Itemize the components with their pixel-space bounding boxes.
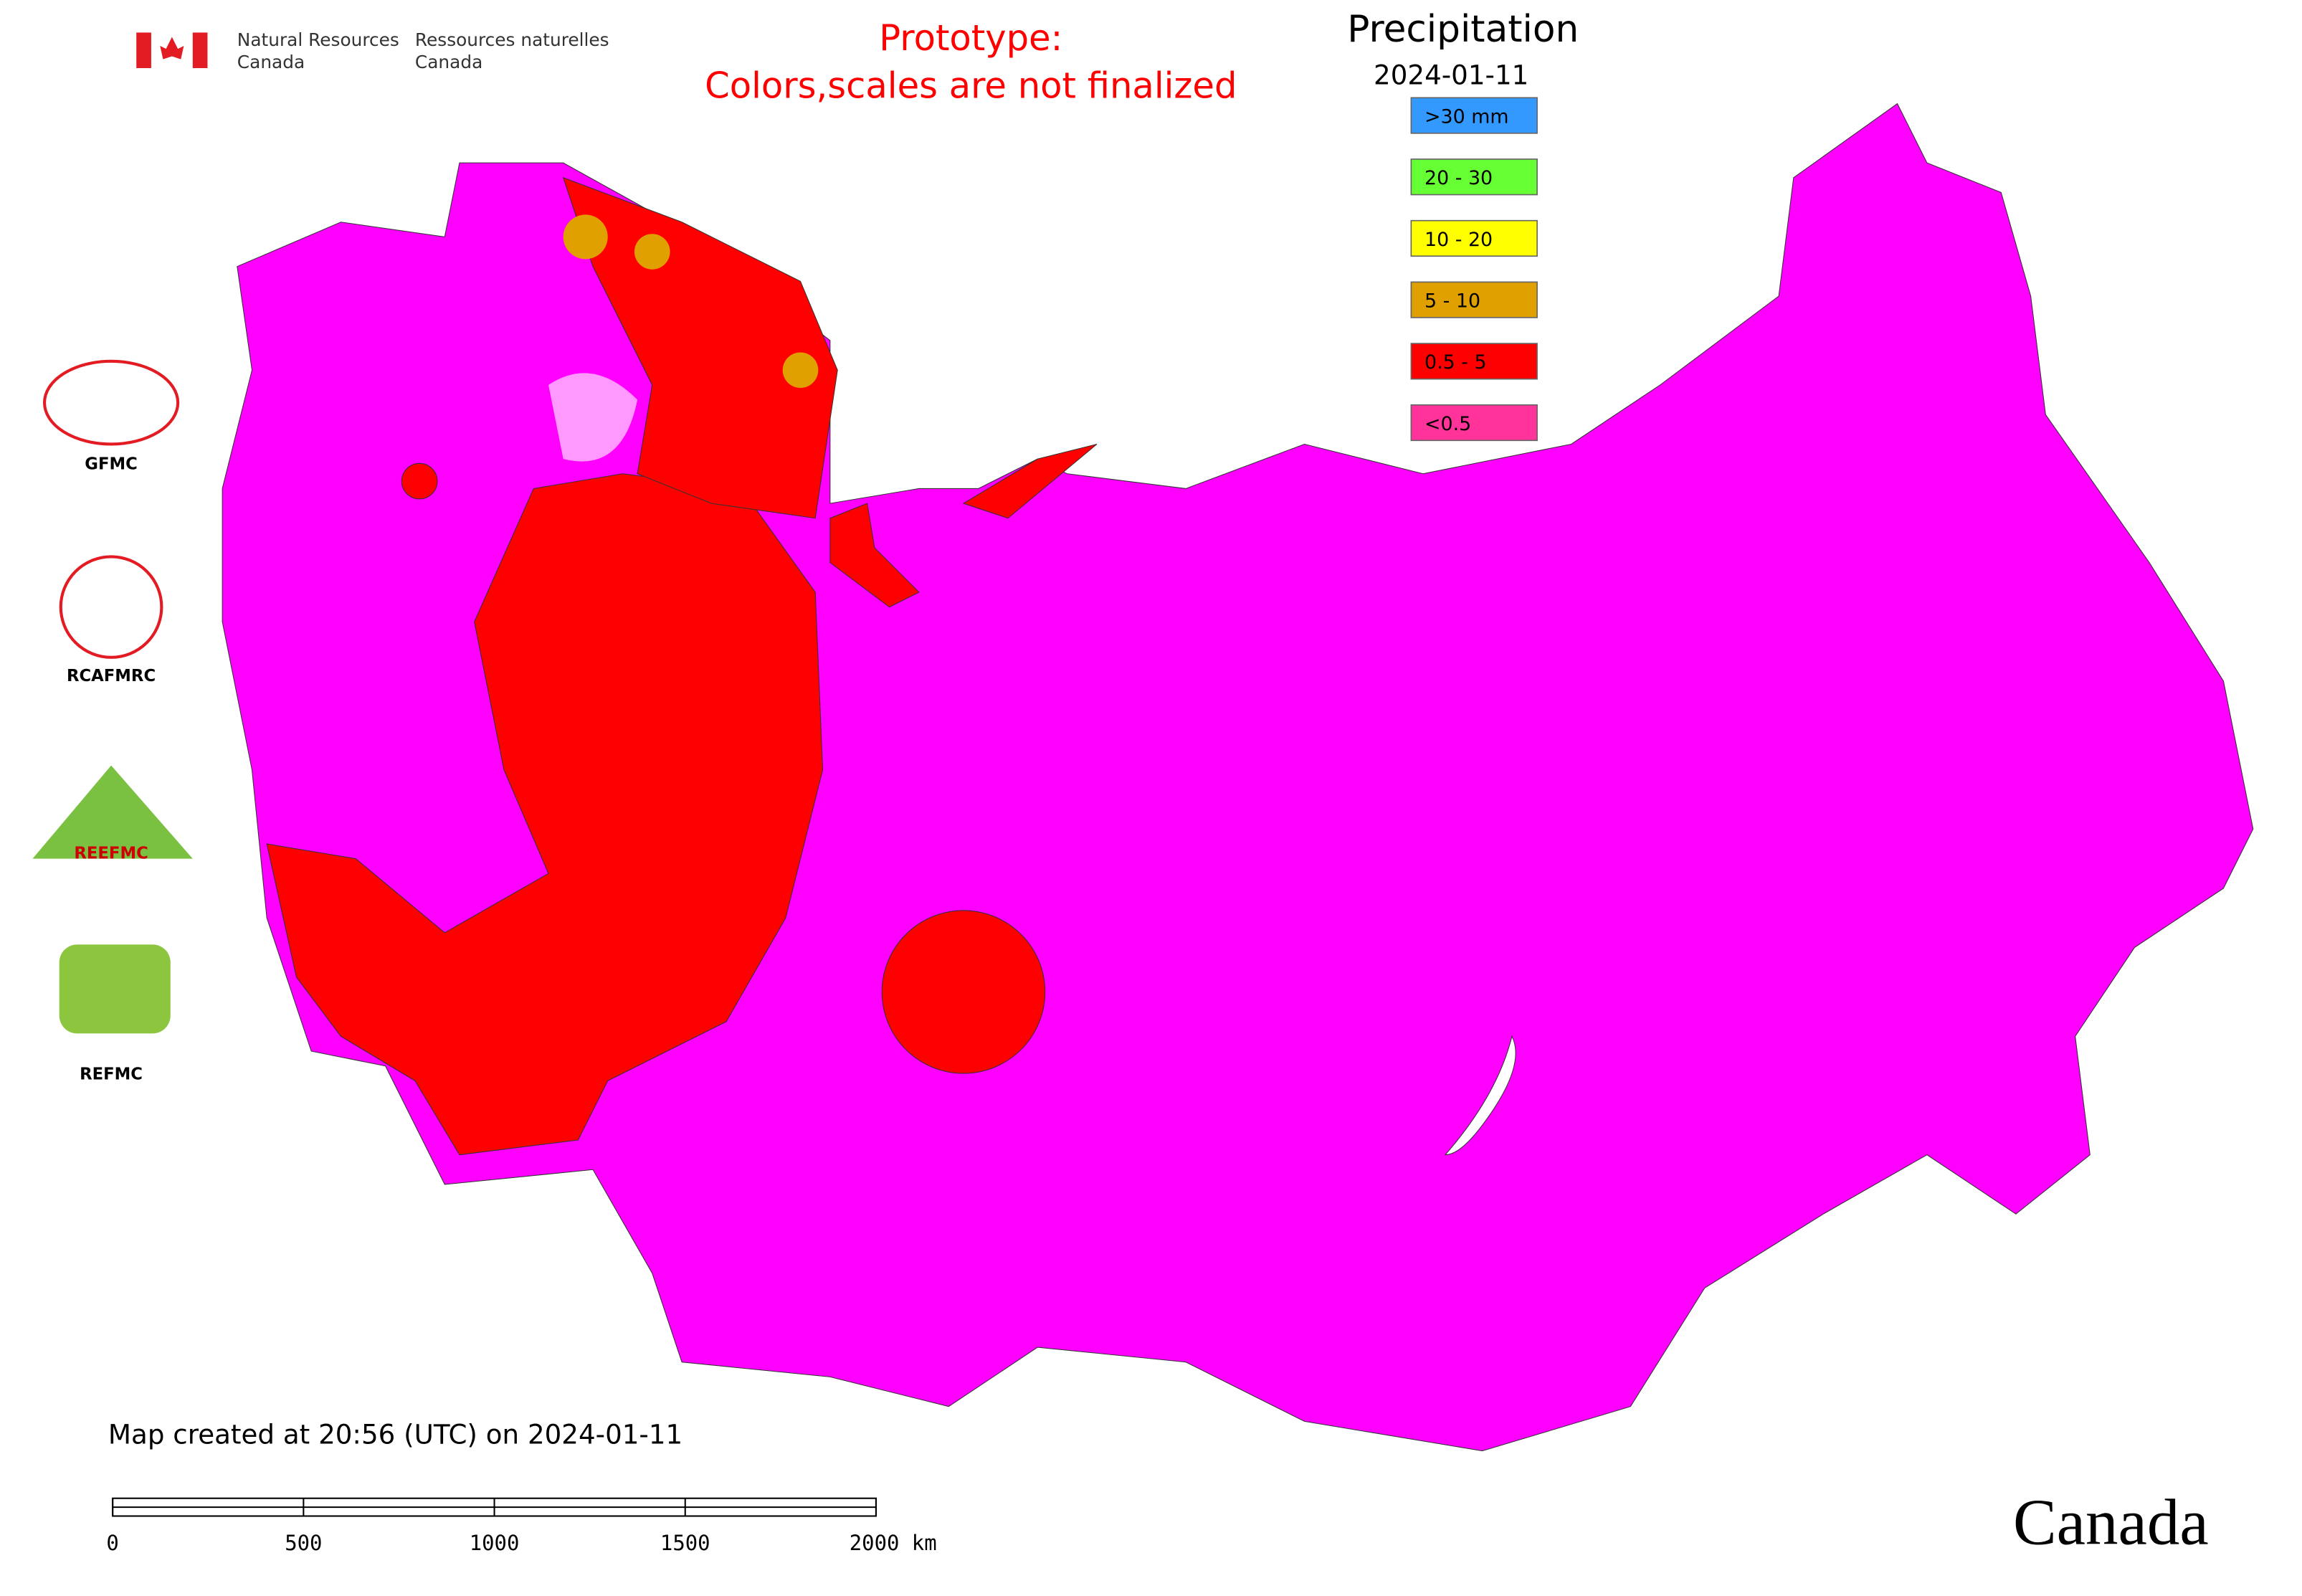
- agency-fr: Ressources naturelles: [415, 29, 609, 50]
- logos: [32, 359, 193, 1034]
- legend-label: 20 - 30: [1425, 167, 1493, 189]
- logo-label: REFMC: [80, 1065, 143, 1083]
- date: 2024-01-11: [1374, 60, 1528, 91]
- legend-swatch: [1410, 343, 1538, 380]
- notice: Prototype:: [879, 17, 1062, 59]
- map: [222, 103, 2254, 1452]
- agency-fr: Canada: [415, 52, 482, 72]
- logo-label: REEFMC: [74, 845, 148, 863]
- notice: Colors,scales are not finalized: [705, 65, 1237, 106]
- logo-label: RCAFMRC: [67, 667, 156, 685]
- created-note: Map created at 20:56 (UTC) on 2024-01-11: [108, 1418, 682, 1450]
- logo-label: GFMC: [85, 455, 138, 474]
- legend-label: <0.5: [1425, 413, 1471, 435]
- legend-swatch: [1410, 219, 1538, 257]
- scale-label: 500: [285, 1531, 322, 1555]
- legend-label: 10 - 20: [1425, 229, 1493, 251]
- scale-label: 1500: [660, 1531, 710, 1555]
- scale-label: 0: [106, 1531, 118, 1555]
- agency-en: Natural Resources: [237, 29, 399, 50]
- legend-swatch: [1410, 97, 1538, 134]
- legend: >30 mm 20 - 30 10 - 20 5 - 10 0.5 - 5 <0.5: [1410, 97, 1538, 442]
- scale-label: 1000: [470, 1531, 520, 1555]
- agency-en: Canada: [237, 52, 305, 72]
- scale-bar: 0 500 1000 1500 2000 km: [106, 1497, 937, 1555]
- legend-swatch: [1410, 158, 1538, 196]
- title: Precipitation: [1347, 8, 1579, 51]
- wordmark: Canada: [2013, 1486, 2209, 1559]
- flag: [136, 32, 208, 68]
- legend-label: >30 mm: [1425, 105, 1509, 128]
- legend-swatch: [1410, 281, 1538, 318]
- legend-swatch: [1410, 404, 1538, 442]
- legend-label: 5 - 10: [1425, 290, 1480, 312]
- scale-label: 2000 km: [850, 1531, 937, 1555]
- legend-label: 0.5 - 5: [1425, 351, 1487, 374]
